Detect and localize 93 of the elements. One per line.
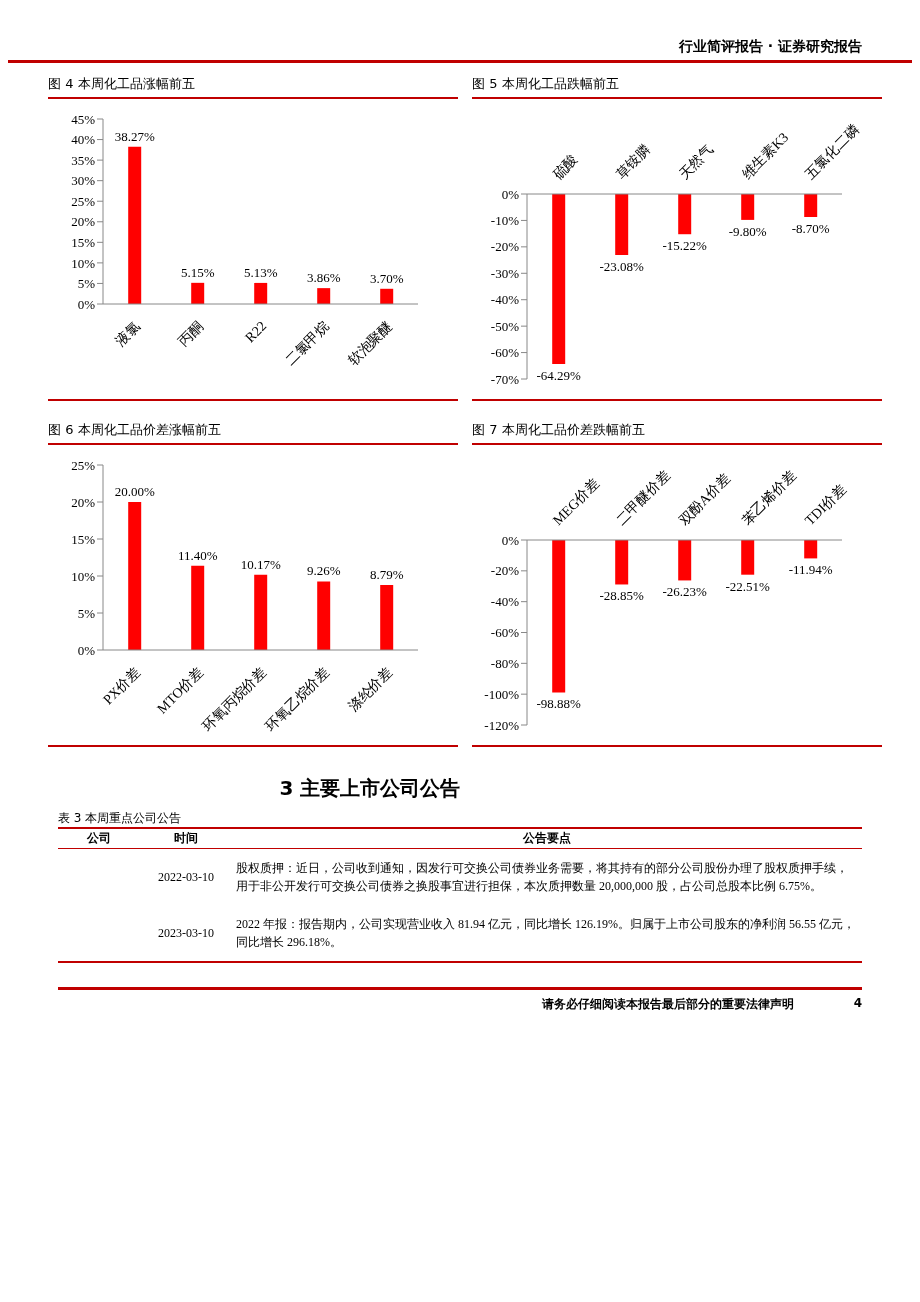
bar bbox=[380, 584, 394, 650]
data-label: -28.85% bbox=[599, 588, 645, 604]
y-tick-label: -20% bbox=[490, 239, 520, 255]
data-label: 11.40% bbox=[177, 547, 218, 563]
text: 时间 bbox=[173, 830, 199, 847]
x-tick-label: 软泡聚醚 bbox=[345, 318, 396, 369]
y-tick-label: 15% bbox=[71, 234, 96, 250]
data-label: -23.08% bbox=[599, 259, 645, 274]
data-label: -22.51% bbox=[725, 578, 771, 594]
x-tick-label: TDI价差 bbox=[802, 481, 849, 529]
y-tick-label: 10% bbox=[71, 255, 96, 271]
data-label: 38.27% bbox=[114, 128, 155, 144]
y-tick-label: -120% bbox=[484, 717, 520, 733]
text: 表 3 本周重点公司公告 bbox=[58, 810, 183, 827]
x-tick-label: 液氯 bbox=[113, 318, 144, 349]
x-tick-label: 苯乙烯价差 bbox=[739, 468, 800, 529]
y-tick-label: -10% bbox=[490, 213, 520, 229]
y-tick-label: -30% bbox=[490, 265, 520, 281]
x-tick-label: 二甲醚价差 bbox=[613, 468, 674, 529]
chart-title: 图 7 本周化工品价差跌幅前五 bbox=[472, 421, 882, 445]
text: 2023-03-10 bbox=[157, 924, 215, 942]
data-label: -26.23% bbox=[662, 584, 708, 600]
y-tick-label: 30% bbox=[71, 173, 96, 189]
y-tick-label: 5% bbox=[77, 276, 96, 292]
x-tick-label: 二氯甲烷 bbox=[282, 318, 333, 369]
x-tick-label: 草铵膦 bbox=[613, 141, 654, 183]
y-tick-label: 20% bbox=[71, 494, 96, 510]
text: 公司 bbox=[86, 830, 112, 847]
y-tick-label: 0% bbox=[501, 186, 520, 202]
y-tick-label: 25% bbox=[71, 457, 96, 473]
text: 请务必仔细阅读本报告最后部分的重要法律声明 bbox=[541, 996, 794, 1013]
data-label: -11.94% bbox=[788, 562, 833, 578]
data-label: 5.13% bbox=[243, 264, 278, 280]
chart-title: 图 6 本周化工品价差涨幅前五 bbox=[48, 421, 458, 445]
text: 股权质押：近日，公司收到通知，因发行可交换公司债券业务需要，将其持有的部分公司股份办理了股权质押手续，用于非公开发行可交换公司债券之换股事宜进行担保，本次质押数量 20,000,000 股，占公司总股本比例 6.75%。 bbox=[235, 860, 849, 895]
y-tick-label: 45% bbox=[71, 111, 96, 127]
x-tick-label: 天然气 bbox=[676, 141, 717, 183]
y-tick-label: -60% bbox=[490, 625, 520, 641]
data-label: 8.79% bbox=[369, 566, 404, 582]
data-label: -15.22% bbox=[662, 238, 708, 254]
x-tick-label: 五氯化二磷 bbox=[802, 122, 863, 183]
y-tick-label: -40% bbox=[490, 292, 520, 308]
y-tick-label: 35% bbox=[71, 152, 96, 168]
text: 3 主要上市公司公告 bbox=[278, 775, 462, 802]
data-label: 3.86% bbox=[306, 270, 341, 286]
text: 2022 年报：报告期内，公司实现营业收入 81.94 亿元，同比增长 126.19%。归属于上市公司股东的净利润 56.55 亿元，同比增长 296.18%。 bbox=[235, 916, 856, 951]
data-label: -64.29% bbox=[536, 367, 582, 383]
data-label: 3.70% bbox=[369, 270, 404, 286]
text: 4 bbox=[853, 996, 862, 1012]
bar bbox=[191, 565, 205, 650]
x-tick-label: R22 bbox=[242, 318, 270, 346]
data-label: -8.70% bbox=[791, 220, 830, 236]
data-label: -9.80% bbox=[728, 223, 767, 239]
data-label: -98.88% bbox=[536, 696, 582, 712]
text: 公告要点 bbox=[522, 830, 572, 847]
bar bbox=[317, 288, 331, 304]
y-tick-label: 15% bbox=[71, 531, 96, 547]
data-label: 10.17% bbox=[240, 556, 281, 572]
bar bbox=[128, 502, 142, 650]
bar bbox=[191, 282, 205, 304]
x-tick-label: 双酚A价差 bbox=[676, 470, 734, 529]
y-tick-label: -100% bbox=[484, 686, 520, 702]
y-tick-label: 0% bbox=[77, 642, 96, 658]
y-tick-label: -50% bbox=[490, 318, 520, 334]
bar bbox=[254, 282, 268, 304]
y-tick-label: -60% bbox=[490, 345, 520, 361]
y-tick-label: 10% bbox=[71, 568, 96, 584]
text: 2022-03-10 bbox=[157, 868, 215, 886]
y-tick-label: -80% bbox=[490, 655, 520, 671]
x-tick-label: 丙酮 bbox=[176, 318, 207, 349]
text: 行业简评报告 · 证券研究报告 bbox=[8, 8, 912, 63]
bar bbox=[380, 288, 394, 304]
chart-title: 图 4 本周化工品涨幅前五 bbox=[48, 75, 458, 99]
y-tick-label: 0% bbox=[77, 296, 96, 312]
x-tick-label: 涤纶价差 bbox=[345, 664, 396, 715]
y-tick-label: 40% bbox=[71, 132, 96, 148]
y-tick-label: -40% bbox=[490, 594, 520, 610]
chart-title: 图 5 本周化工品跌幅前五 bbox=[472, 75, 882, 99]
y-tick-label: 0% bbox=[501, 532, 520, 548]
data-label: 9.26% bbox=[306, 563, 341, 579]
y-tick-label: 20% bbox=[71, 214, 96, 230]
x-tick-label: 维生素K3 bbox=[739, 129, 792, 183]
data-label: 20.00% bbox=[114, 484, 155, 499]
bar bbox=[254, 574, 268, 650]
x-tick-label: PX价差 bbox=[100, 664, 144, 708]
x-tick-label: 硫酸 bbox=[550, 151, 581, 183]
bar bbox=[128, 146, 142, 304]
bar bbox=[317, 581, 331, 650]
y-tick-label: -20% bbox=[490, 563, 520, 579]
y-tick-label: 25% bbox=[71, 193, 96, 209]
y-tick-label: 5% bbox=[77, 605, 96, 621]
y-tick-label: -70% bbox=[490, 371, 520, 387]
data-label: 5.15% bbox=[180, 264, 215, 280]
